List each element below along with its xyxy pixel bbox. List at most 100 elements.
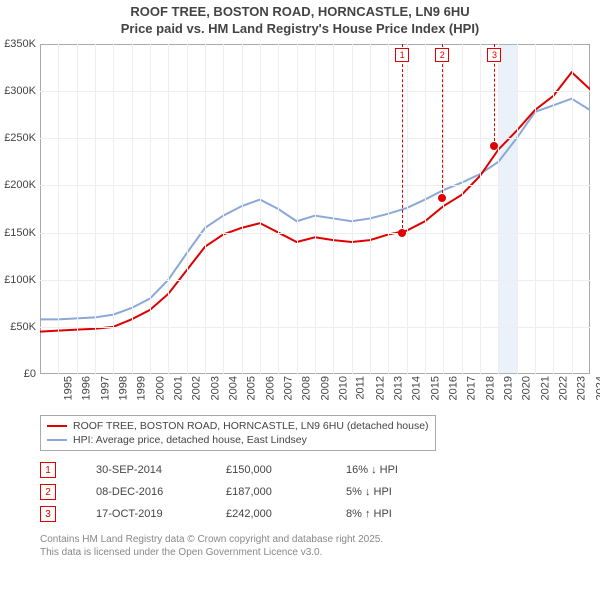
sale-dot xyxy=(438,194,446,202)
gridline-v xyxy=(535,44,536,374)
chart-plot-area: £0£50K£100K£150K£200K£250K£300K£350K1995… xyxy=(40,44,590,374)
x-axis-label: 2013 xyxy=(392,376,404,400)
gridline-v xyxy=(443,44,444,374)
sale-date: 08-DEC-2016 xyxy=(96,486,186,498)
y-axis-label: £250K xyxy=(0,132,36,144)
sale-hpi-delta: 8% ↑ HPI xyxy=(346,508,446,520)
sale-dot xyxy=(398,229,406,237)
x-axis-label: 1995 xyxy=(62,376,74,400)
sale-date: 30-SEP-2014 xyxy=(96,464,186,476)
x-axis-label: 2001 xyxy=(172,376,184,400)
gridline-v xyxy=(223,44,224,374)
title-line-2: Price paid vs. HM Land Registry's House … xyxy=(0,21,600,38)
gridline-v xyxy=(168,44,169,374)
legend-row: HPI: Average price, detached house, East… xyxy=(47,433,429,447)
x-axis-label: 2015 xyxy=(429,376,441,400)
gridline-v xyxy=(77,44,78,374)
license-line-1: Contains HM Land Registry data © Crown c… xyxy=(40,534,383,545)
gridline-v xyxy=(498,44,499,374)
x-axis-label: 2007 xyxy=(282,376,294,400)
x-axis-label: 1999 xyxy=(136,376,148,400)
gridline-v xyxy=(517,44,518,374)
sales-table-row: 1 30-SEP-2014 £150,000 16% ↓ HPI xyxy=(40,459,590,481)
gridline-v xyxy=(278,44,279,374)
gridline-v xyxy=(388,44,389,374)
sale-marker-line xyxy=(402,44,403,233)
legend-label: ROOF TREE, BOSTON ROAD, HORNCASTLE, LN9 … xyxy=(73,420,429,432)
y-axis-label: £300K xyxy=(0,85,36,97)
x-axis-label: 2003 xyxy=(209,376,221,400)
title-line-1: ROOF TREE, BOSTON ROAD, HORNCASTLE, LN9 … xyxy=(0,4,600,21)
x-axis-label: 2017 xyxy=(466,376,478,400)
y-axis-label: £350K xyxy=(0,38,36,50)
x-axis-label: 2000 xyxy=(154,376,166,400)
gridline-v xyxy=(132,44,133,374)
x-axis-label: 1997 xyxy=(99,376,111,400)
bottom-section: ROOF TREE, BOSTON ROAD, HORNCASTLE, LN9 … xyxy=(40,415,590,559)
y-axis-label: £0 xyxy=(0,368,36,380)
y-axis-label: £200K xyxy=(0,179,36,191)
legend-row: ROOF TREE, BOSTON ROAD, HORNCASTLE, LN9 … xyxy=(47,419,429,433)
license-text: Contains HM Land Registry data © Crown c… xyxy=(40,533,590,559)
y-axis-label: £50K xyxy=(0,321,36,333)
x-axis-label: 2019 xyxy=(502,376,514,400)
gridline-v xyxy=(572,44,573,374)
gridline-v xyxy=(297,44,298,374)
gridline-v xyxy=(370,44,371,374)
gridline-v xyxy=(553,44,554,374)
x-axis-label: 2020 xyxy=(521,376,533,400)
x-axis-label: 2024 xyxy=(594,376,600,400)
sale-marker-flag: 3 xyxy=(487,48,501,62)
sales-table-row: 208-DEC-2016£187,0005% ↓ HPI xyxy=(40,481,590,503)
x-axis-label: 2005 xyxy=(246,376,258,400)
license-line-2: This data is licensed under the Open Gov… xyxy=(40,547,322,558)
gridline-v xyxy=(113,44,114,374)
x-axis-label: 2010 xyxy=(337,376,349,400)
x-axis-label: 2018 xyxy=(484,376,496,400)
gridline-v xyxy=(95,44,96,374)
sale-price: £242,000 xyxy=(226,508,306,520)
gridline-v xyxy=(187,44,188,374)
sales-table: 1 30-SEP-2014 £150,000 16% ↓ HPI 2 08-DEC-201… xyxy=(40,459,590,525)
sale-number-box: 1 xyxy=(40,462,56,478)
sale-date: 17-OCT-2019 xyxy=(96,508,186,520)
sale-number-box: 2 xyxy=(40,484,56,500)
x-axis-label: 2012 xyxy=(374,376,386,400)
sale-price: £150,000 xyxy=(226,464,306,476)
x-axis-label: 2011 xyxy=(355,376,367,400)
gridline-v xyxy=(150,44,151,374)
x-axis-label: 2004 xyxy=(227,376,239,400)
gridline-v xyxy=(407,44,408,374)
sales-table-row: 3 17-OCT-2019 £242,000 8% ↑ HPI xyxy=(40,503,590,525)
y-axis-label: £100K xyxy=(0,274,36,286)
y-axis-label: £150K xyxy=(0,227,36,239)
x-axis-label: 2021 xyxy=(539,376,551,400)
sale-hpi-delta: 16% ↓ HPI xyxy=(346,464,446,476)
x-axis-label: 2002 xyxy=(191,376,203,400)
gridline-v xyxy=(333,44,334,374)
x-axis-label: 1996 xyxy=(81,376,93,400)
sale-number-box: 3 xyxy=(40,506,56,522)
sale-marker-flag: 1 xyxy=(395,48,409,62)
gridline-v xyxy=(352,44,353,374)
gridline-v xyxy=(260,44,261,374)
sale-marker-flag: 2 xyxy=(435,48,449,62)
title-block: ROOF TREE, BOSTON ROAD, HORNCASTLE, LN9 … xyxy=(0,0,600,38)
gridline-v xyxy=(205,44,206,374)
gridline-v xyxy=(462,44,463,374)
x-axis-label: 2014 xyxy=(411,376,423,400)
legend-box: ROOF TREE, BOSTON ROAD, HORNCASTLE, LN9 … xyxy=(40,415,436,451)
sale-price: £187,000 xyxy=(226,486,306,498)
legend-swatch xyxy=(47,425,67,427)
sale-marker-line xyxy=(442,44,443,198)
x-axis-label: 2006 xyxy=(264,376,276,400)
x-axis-label: 2023 xyxy=(576,376,588,400)
x-axis-label: 2009 xyxy=(319,376,331,400)
gridline-v xyxy=(58,44,59,374)
sale-dot xyxy=(490,142,498,150)
gridline-v xyxy=(242,44,243,374)
x-axis-label: 2022 xyxy=(557,376,569,400)
gridline-v xyxy=(315,44,316,374)
x-axis-label: 2016 xyxy=(447,376,459,400)
legend-label: HPI: Average price, detached house, East… xyxy=(73,434,307,446)
